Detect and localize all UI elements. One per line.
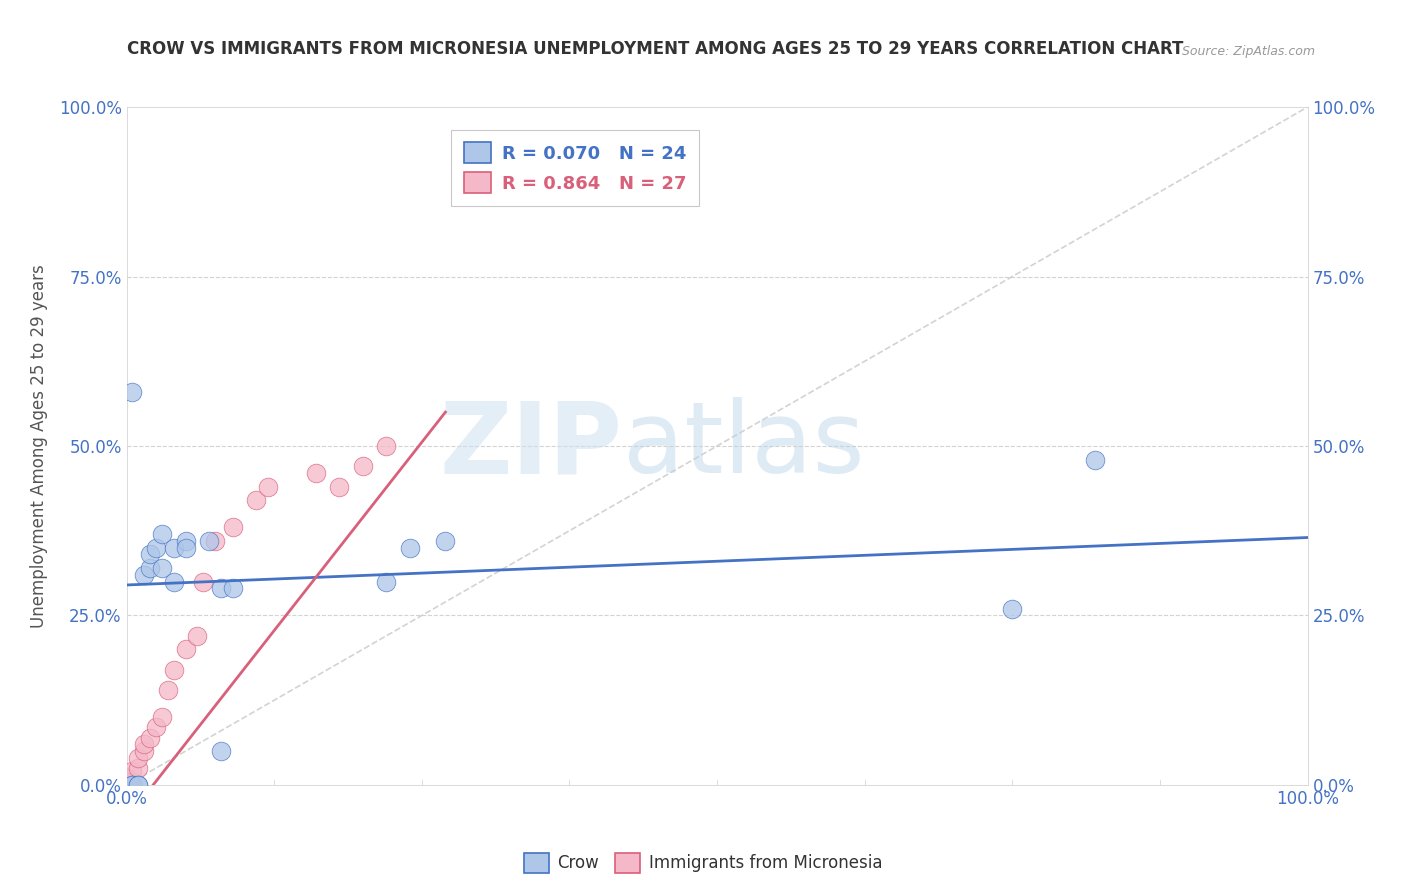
Point xyxy=(352,459,374,474)
Point xyxy=(121,774,143,789)
Point xyxy=(127,778,149,792)
Point xyxy=(121,384,143,399)
Y-axis label: Unemployment Among Ages 25 to 29 years: Unemployment Among Ages 25 to 29 years xyxy=(30,264,48,628)
Point xyxy=(304,466,326,480)
Point xyxy=(115,771,138,785)
Point xyxy=(328,480,350,494)
Point xyxy=(186,629,208,643)
Point xyxy=(174,533,197,548)
Point xyxy=(174,642,197,657)
Legend: R = 0.070   N = 24, R = 0.864   N = 27: R = 0.070 N = 24, R = 0.864 N = 27 xyxy=(451,129,699,206)
Point xyxy=(198,533,221,548)
Point xyxy=(115,778,138,792)
Point xyxy=(222,582,245,596)
Point xyxy=(139,548,162,562)
Text: atlas: atlas xyxy=(623,398,865,494)
Point xyxy=(163,663,186,677)
Point xyxy=(121,778,143,792)
Point xyxy=(1084,452,1107,467)
Point xyxy=(209,744,232,758)
Point xyxy=(150,527,173,541)
Point xyxy=(115,774,138,789)
Point xyxy=(222,520,245,534)
Point xyxy=(204,533,226,548)
Text: CROW VS IMMIGRANTS FROM MICRONESIA UNEMPLOYMENT AMONG AGES 25 TO 29 YEARS CORREL: CROW VS IMMIGRANTS FROM MICRONESIA UNEMP… xyxy=(127,40,1182,58)
Point xyxy=(121,778,143,792)
Point xyxy=(115,778,138,792)
Point xyxy=(139,731,162,745)
Point xyxy=(134,737,156,751)
Point xyxy=(145,541,167,555)
Point xyxy=(375,439,398,453)
Point xyxy=(245,493,267,508)
Point xyxy=(209,582,232,596)
Legend: Crow, Immigrants from Micronesia: Crow, Immigrants from Micronesia xyxy=(517,847,889,880)
Point xyxy=(139,561,162,575)
Point xyxy=(150,561,173,575)
Point xyxy=(127,761,149,775)
Point xyxy=(434,533,457,548)
Point xyxy=(399,541,422,555)
Text: ZIP: ZIP xyxy=(440,398,623,494)
Point xyxy=(174,541,197,555)
Point xyxy=(1001,601,1024,615)
Point xyxy=(134,744,156,758)
Point xyxy=(121,764,143,779)
Point xyxy=(193,574,215,589)
Point xyxy=(150,710,173,724)
Point xyxy=(121,778,143,792)
Point xyxy=(375,574,398,589)
Point xyxy=(163,541,186,555)
Point xyxy=(163,574,186,589)
Point xyxy=(134,567,156,582)
Point xyxy=(257,480,280,494)
Point xyxy=(145,720,167,734)
Point xyxy=(127,778,149,792)
Point xyxy=(156,683,179,698)
Text: Source: ZipAtlas.com: Source: ZipAtlas.com xyxy=(1181,45,1315,58)
Point xyxy=(127,751,149,765)
